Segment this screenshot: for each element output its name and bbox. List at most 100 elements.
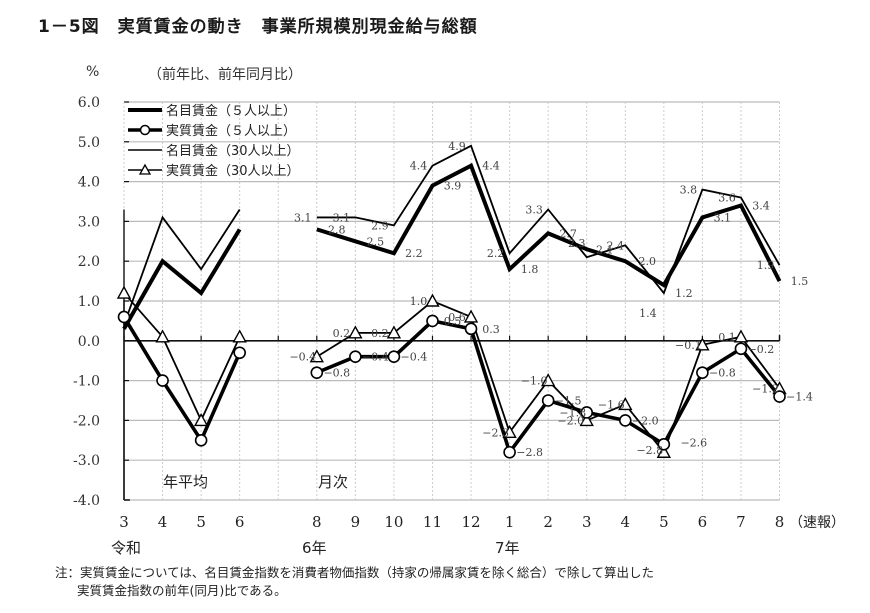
x-tick-label: 12 xyxy=(461,513,480,531)
data-label: 1.9 xyxy=(757,259,775,272)
circle-marker xyxy=(349,350,362,364)
circle-marker xyxy=(618,414,632,427)
triangle-marker xyxy=(733,329,749,343)
triangle-marker xyxy=(155,329,170,343)
data-label: 4.4 xyxy=(482,160,500,173)
data-label: 3.4 xyxy=(752,199,770,212)
data-label: −0.4 xyxy=(289,351,316,364)
y-tick-label: 3.0 xyxy=(78,214,100,230)
data-label: 1.5 xyxy=(791,275,809,288)
y-tick-label: 4.0 xyxy=(78,175,100,191)
data-label: 2.0 xyxy=(639,255,657,268)
triangle-marker xyxy=(232,329,247,343)
x-tick-label: 6 xyxy=(698,513,708,531)
data-label: 0.3 xyxy=(482,323,500,336)
data-label: 3.6 xyxy=(718,192,736,205)
x-tick-label: 3 xyxy=(119,513,129,531)
y-tick-label: -1.0 xyxy=(73,374,100,390)
data-label: −1.4 xyxy=(786,391,813,404)
data-label: 2.9 xyxy=(371,219,389,232)
data-label: 0.6 xyxy=(448,311,466,324)
data-label: 1.8 xyxy=(521,263,539,276)
circle-marker xyxy=(503,445,516,459)
series-line xyxy=(122,315,242,445)
data-label: −2.8 xyxy=(636,444,663,457)
data-label: 2.8 xyxy=(328,223,346,236)
circle-marker xyxy=(426,314,439,328)
y-tick-label: -3.0 xyxy=(73,453,100,469)
triangle-marker xyxy=(579,412,594,427)
data-label: −2.6 xyxy=(680,436,707,449)
legend-label: 実質賃金（30人以上） xyxy=(166,163,300,179)
x-tick-label: 4 xyxy=(158,513,168,531)
chart-title: 1－5図 実質賃金の動き 事業所規模別現金給与総額 xyxy=(38,17,478,37)
triangle-marker xyxy=(348,325,363,339)
circle-marker xyxy=(156,374,169,387)
y-axis-unit: % xyxy=(86,64,100,80)
data-label: 4.9 xyxy=(448,140,466,153)
x-tick-label: 1 xyxy=(505,513,515,531)
data-label: −1.0 xyxy=(521,375,548,388)
footnote: 注：実質賃金については、名目賃金指数を消費者物価指数（持家の帰属家賃を除く総合）… xyxy=(55,564,654,600)
data-label: 3.3 xyxy=(525,203,543,216)
x-tick-label: 9 xyxy=(351,513,361,531)
data-label: 0.2 xyxy=(333,327,351,340)
triangle-marker xyxy=(502,424,517,439)
data-label: 1.0 xyxy=(410,295,428,308)
era-label-r7: 7年 xyxy=(495,539,520,557)
series-line xyxy=(316,162,782,288)
data-label: 2.3 xyxy=(568,237,586,250)
footnote-line-2: 実質賃金指数の前年(同月)比である。 xyxy=(77,583,287,598)
x-tick-label: 11 xyxy=(423,513,442,531)
triangle-marker xyxy=(309,349,324,363)
section-label-monthly: 月次 xyxy=(318,473,348,491)
x-tick-label: 4 xyxy=(621,513,631,531)
x-tick-label: 10 xyxy=(384,513,403,531)
triangle-marker xyxy=(463,309,479,323)
data-label: −0.2 xyxy=(748,343,775,356)
era-label-r6: 6年 xyxy=(302,539,327,557)
circle-marker xyxy=(464,322,478,336)
y-tick-label: -4.0 xyxy=(73,493,100,509)
data-label: −0.4 xyxy=(401,351,428,364)
x-tick-label: 3 xyxy=(582,513,592,531)
circle-marker xyxy=(233,346,246,360)
data-label: −2.8 xyxy=(516,446,543,459)
circle-marker xyxy=(657,437,671,451)
data-label: 2.7 xyxy=(559,227,577,240)
data-label: 0.1 xyxy=(718,331,736,344)
era-label-reiwa: 令和 xyxy=(111,539,141,557)
x-tick-label: 6 xyxy=(235,513,245,531)
data-label: −0.8 xyxy=(323,367,350,380)
data-label: 1.4 xyxy=(639,307,657,320)
footnote-line-1: 注：実質賃金については、名目賃金指数を消費者物価指数（持家の帰属家賃を除く総合）… xyxy=(55,565,655,580)
data-label: −1.6 xyxy=(598,398,625,411)
section-label-annual: 年平均 xyxy=(163,473,208,491)
circle-marker xyxy=(194,433,208,447)
series-line xyxy=(123,292,241,423)
y-tick-label: -2.0 xyxy=(73,413,100,429)
data-label: −2.0 xyxy=(557,414,584,427)
legend-label: 実質賃金（５人以上） xyxy=(166,123,296,139)
x-tick-label: 7 xyxy=(736,513,746,531)
data-label: 2.4 xyxy=(607,239,625,252)
circle-marker xyxy=(541,394,555,407)
x-tick-label: 5 xyxy=(659,513,669,531)
y-axis-subunit: （前年比、前年同月比） xyxy=(148,67,302,83)
triangle-marker xyxy=(425,293,440,307)
data-label: 2.2 xyxy=(487,247,505,260)
data-label: −2.0 xyxy=(632,414,659,427)
x-tick-label: 5 xyxy=(196,513,206,531)
data-label: 2.1 xyxy=(596,243,614,256)
triangle-marker xyxy=(540,373,556,387)
circle-marker xyxy=(387,350,401,364)
data-label: 1.2 xyxy=(675,287,693,300)
prelim-label: （速報） xyxy=(789,515,845,531)
triangle-marker xyxy=(386,325,402,339)
y-tick-label: 2.0 xyxy=(78,254,100,270)
x-tick-label: 2 xyxy=(543,513,553,531)
data-label: 0.5 xyxy=(444,315,462,328)
circle-marker xyxy=(773,390,786,403)
triangle-marker xyxy=(618,397,633,411)
